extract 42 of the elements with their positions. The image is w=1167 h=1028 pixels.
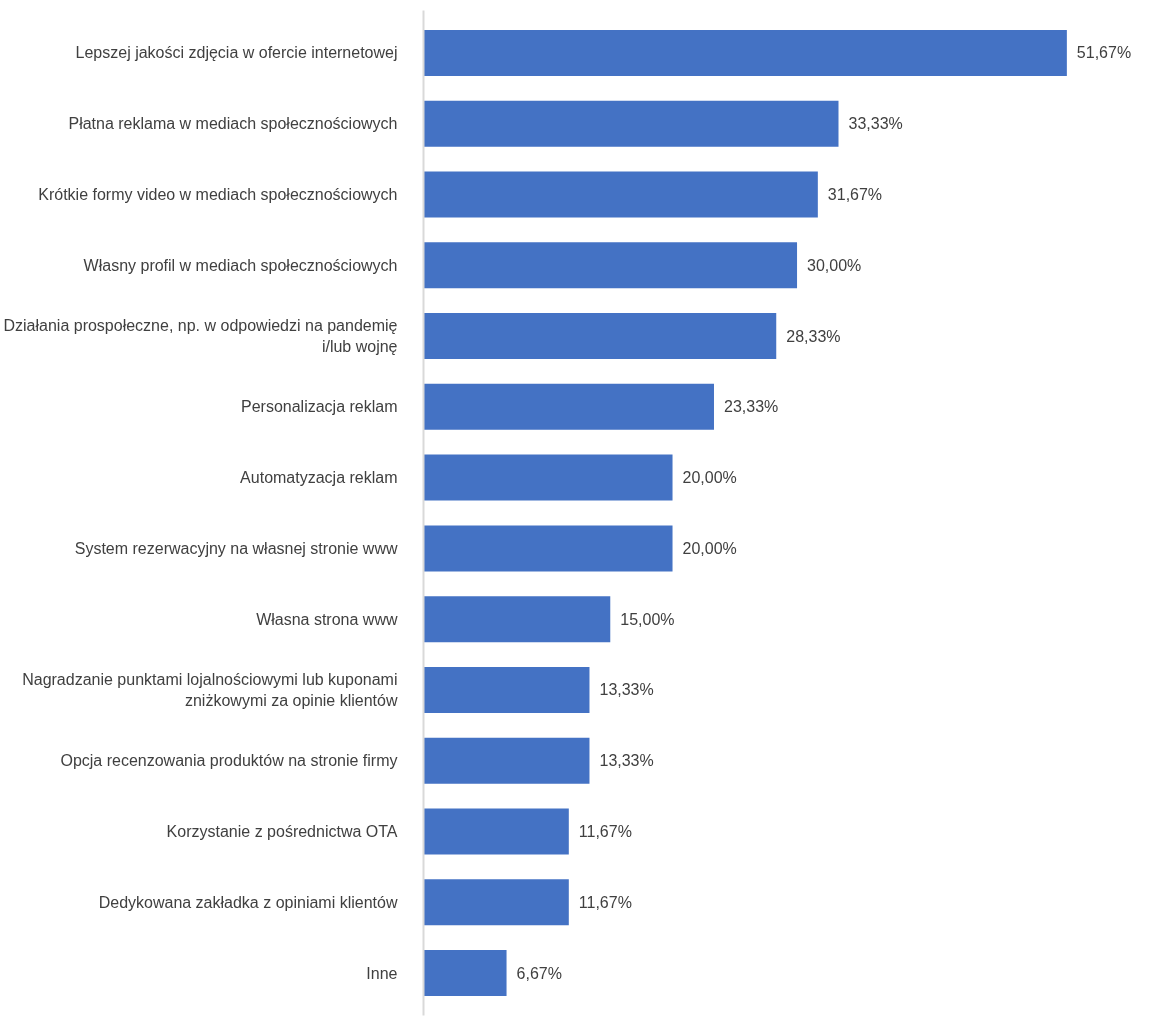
y-tick-label: Korzystanie z pośrednictwa OTA [166,822,398,840]
y-tick-label: Personalizacja reklam [240,398,398,416]
y-tick-label: Inne [366,964,398,982]
data-label: 31,67% [827,186,883,204]
y-tick-label: Działania prospołeczne, np. w odpowiedzi na pandemię i/lub wojnę [3,317,398,355]
y-tick-label: Opcja recenzowania produktów na stronie firmy [60,752,398,770]
bar [423,808,569,855]
y-tick-label: Automatyzacja reklam [240,469,398,487]
y-tick-label: Nagradzanie punktami lojalnościowymi lub kuponami zniżkowymi za opinie klientów [22,671,398,709]
bar [423,313,777,360]
bar [423,100,839,147]
y-tick-label: Krótkie formy video w mediach społecznościowych [38,186,398,204]
data-label: 20,00% [682,539,737,557]
y-tick-label: Płatna reklama w mediach społecznościowych [68,115,398,133]
data-label: 13,33% [599,752,654,770]
bar [423,383,714,430]
bar [423,737,590,784]
y-tick-label: Dedykowana zakładka z opiniami klientów [98,893,398,911]
data-label: 13,33% [599,681,654,699]
bar [423,525,673,572]
data-label: 11,67% [578,893,632,911]
data-label: 6,67% [516,964,562,982]
data-label: 23,33% [723,398,779,416]
data-label: 15,00% [620,610,675,628]
data-label: 51,67% [1076,44,1132,62]
data-label: 30,00% [807,256,862,274]
bar [423,950,507,997]
data-label: 28,33% [786,327,841,345]
bar [423,596,611,643]
y-tick-label: Własny profil w mediach społecznościowych [83,256,398,274]
bar [423,454,673,501]
data-label: 20,00% [682,469,737,487]
bar [423,879,569,926]
y-tick-label: Lepszej jakości zdjęcia w ofercie internetowej [75,44,398,62]
bar [423,242,798,289]
data-label: 11,67% [578,822,632,840]
y-tick-label: System rezerwacyjny na własnej stronie www [74,539,398,557]
bar [423,666,590,713]
bar [423,171,818,218]
data-label: 33,33% [848,115,903,133]
y-tick-label: Własna strona www [256,610,398,628]
bar [423,29,1067,76]
